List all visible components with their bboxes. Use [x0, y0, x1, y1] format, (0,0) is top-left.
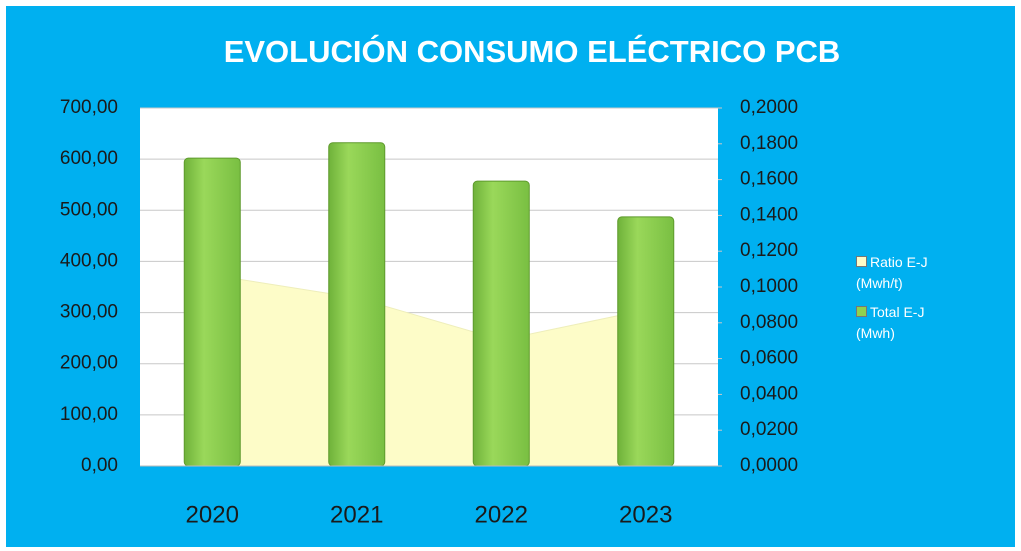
y-tick-label: 200,00	[60, 353, 118, 374]
y2-tick-label: 0,1800	[740, 133, 798, 154]
y-tick-label: 100,00	[60, 404, 118, 425]
legend: Ratio E-J (Mwh/t) Total E-J (Mwh)	[856, 252, 946, 352]
y2-tick-label: 0,0800	[740, 312, 798, 333]
bar	[472, 180, 530, 467]
y-tick-label: 600,00	[60, 148, 118, 169]
x-tick-label: 2022	[475, 501, 528, 528]
y2-tick-label: 0,1600	[740, 169, 798, 190]
y2-tick-label: 0,0200	[740, 419, 798, 440]
chart-title: EVOLUCIÓN CONSUMO ELÉCTRICO PCB	[224, 33, 841, 69]
legend-item: Ratio E-J (Mwh/t)	[856, 252, 946, 294]
y-tick-label: 700,00	[60, 97, 118, 118]
legend-item: Total E-J (Mwh)	[856, 302, 946, 344]
y2-tick-label: 0,2000	[740, 97, 798, 118]
y-tick-label: 500,00	[60, 199, 118, 220]
legend-label: Total E-J (Mwh)	[856, 304, 925, 341]
y2-tick-label: 0,1200	[740, 240, 798, 261]
y2-tick-label: 0,0000	[740, 455, 798, 476]
bar	[617, 216, 675, 467]
bar	[328, 142, 386, 467]
legend-swatch	[856, 256, 867, 267]
y2-tick-label: 0,1000	[740, 276, 798, 297]
y2-tick-label: 0,0600	[740, 348, 798, 369]
legend-swatch	[856, 306, 867, 317]
y2-tick-label: 0,0400	[740, 383, 798, 404]
y-tick-label: 0,00	[81, 455, 118, 476]
x-tick-label: 2020	[186, 501, 239, 528]
x-tick-label: 2021	[330, 501, 383, 528]
y-tick-label: 400,00	[60, 250, 118, 271]
y2-tick-label: 0,1400	[740, 204, 798, 225]
y-tick-label: 300,00	[60, 302, 118, 323]
legend-label: Ratio E-J (Mwh/t)	[856, 254, 928, 291]
bar	[183, 157, 241, 467]
x-tick-label: 2023	[619, 501, 672, 528]
